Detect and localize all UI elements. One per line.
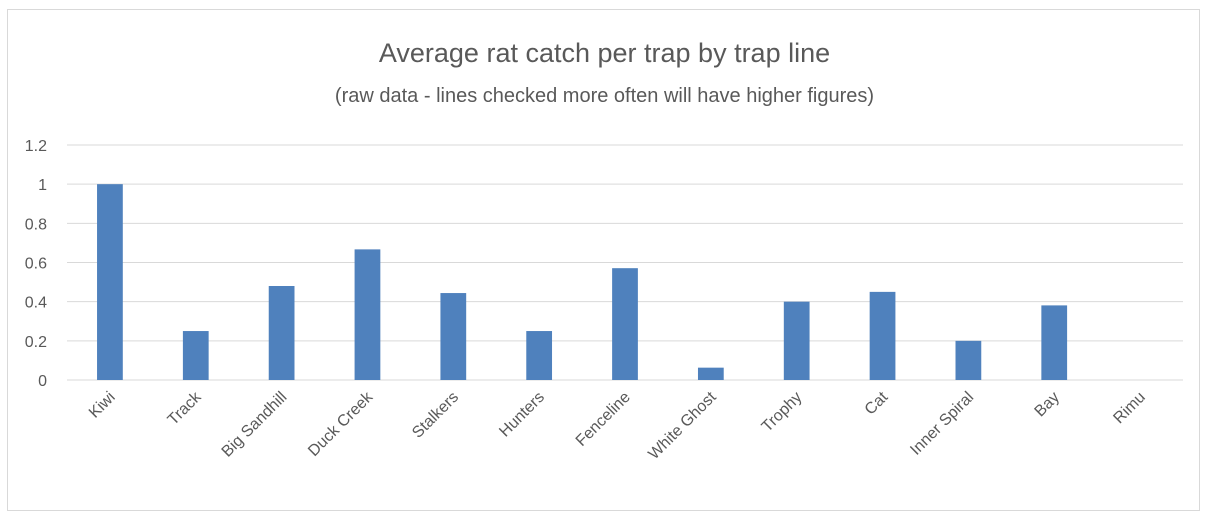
x-tick-label: Hunters — [496, 389, 548, 441]
y-tick-label: 1.2 — [25, 138, 47, 155]
bar-hunters — [526, 331, 553, 380]
y-tick-label: 1 — [38, 177, 47, 194]
x-tick-label: Inner Spiral — [907, 389, 977, 459]
bar-big-sandhill — [268, 286, 295, 380]
x-tick-label: White Ghost — [645, 388, 720, 463]
x-tick-label: Rimu — [1110, 389, 1148, 427]
bar-cat — [869, 291, 896, 380]
bar-bay — [1041, 305, 1068, 380]
x-tick-label: Bay — [1032, 389, 1064, 421]
chart-area — [7, 9, 1200, 511]
bar-kiwi — [97, 184, 123, 380]
y-axis-tick-labels: 0 0.2 0.4 0.6 0.8 1 1.2 — [25, 138, 47, 390]
x-tick-label: Cat — [862, 388, 892, 418]
bar-track — [182, 331, 209, 380]
y-tick-label: 0.2 — [25, 334, 47, 351]
bar-white-ghost — [697, 367, 724, 380]
chart-subtitle: (raw data - lines checked more often wil… — [334, 85, 875, 107]
y-tick-label: 0.6 — [25, 256, 47, 273]
x-tick-label: Duck Creek — [305, 388, 377, 460]
x-tick-label: Fenceline — [573, 389, 634, 450]
y-tick-label: 0.8 — [25, 216, 47, 233]
x-tick-label: Big Sandhill — [219, 389, 291, 461]
bar-inner-spiral — [955, 340, 982, 380]
x-tick-label: Stalkers — [409, 389, 462, 442]
gridlines — [67, 144, 1183, 381]
x-tick-label: Track — [165, 388, 206, 429]
chart-title: Average rat catch per trap by trap line — [378, 38, 831, 68]
bars — [97, 184, 1068, 380]
bar-fenceline — [612, 268, 638, 380]
bar-stalkers — [440, 293, 467, 380]
y-tick-label: 0.4 — [25, 295, 47, 312]
y-tick-label: 0 — [38, 373, 47, 390]
x-tick-label: Trophy — [759, 389, 806, 436]
bar-trophy — [783, 301, 810, 380]
x-axis-tick-labels: Kiwi Track Big Sandhill Duck Creek Stalkers H… — [86, 388, 1149, 463]
x-tick-label: Kiwi — [86, 389, 119, 422]
bar-duck-creek — [354, 249, 381, 380]
